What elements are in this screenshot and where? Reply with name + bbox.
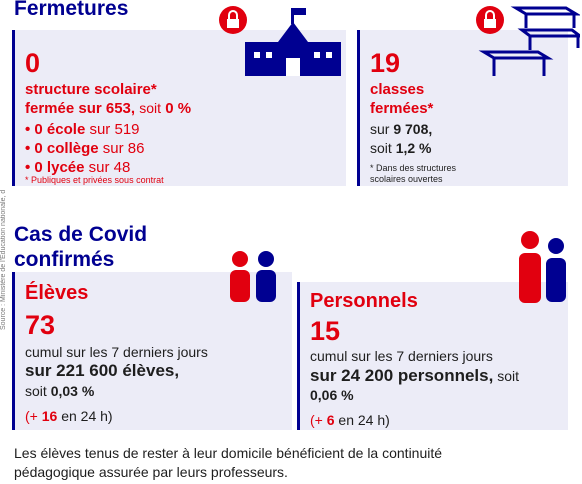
- text: soit: [370, 140, 392, 156]
- text: confirmés: [14, 248, 115, 271]
- text: sur 24 200 personnels,: [310, 366, 494, 385]
- line: (+ 6 en 24 h): [310, 411, 390, 430]
- school-icon: [219, 6, 341, 76]
- card: 19 classes fermées* sur 9 708, soit 1,2 %…: [357, 30, 568, 186]
- label: Élèves: [25, 282, 89, 304]
- text: • 0 collège: [25, 140, 99, 157]
- line: sur 24 200 personnels, soit: [310, 366, 519, 386]
- text: sur 48: [88, 159, 131, 176]
- section-title: Fermetures: [14, 0, 129, 20]
- value: 19: [370, 48, 401, 78]
- line: sur 9 708,: [370, 120, 432, 139]
- people-icon: [519, 231, 566, 303]
- text: fermée sur 653,: [25, 100, 136, 117]
- text: en 24 h): [61, 408, 113, 424]
- label: structure scolaire*: [25, 81, 157, 98]
- text: 1,2 %: [395, 140, 432, 156]
- people-icon: [230, 251, 276, 302]
- text: soit: [139, 100, 162, 116]
- text: 6: [326, 412, 335, 428]
- section-title: Cas de Covid confirmés: [14, 222, 147, 272]
- text: classes: [370, 81, 425, 98]
- line: soit 0,03 %: [25, 382, 94, 401]
- text: (+: [25, 408, 38, 424]
- line: fermée sur 653, soit 0 %: [25, 99, 191, 118]
- text: sur 86: [102, 140, 145, 157]
- text: 0,06 %: [310, 387, 354, 403]
- text: sur: [370, 121, 390, 137]
- text: cumul sur les 7 derniers jours: [25, 344, 208, 360]
- value: 0: [25, 48, 41, 78]
- label: classes fermées*: [370, 80, 433, 118]
- text: soit: [25, 383, 47, 399]
- bullets: • 0 école sur 519 • 0 collège sur 86 • 0…: [25, 120, 145, 177]
- text: 0,03 %: [50, 383, 95, 399]
- note: * Publiques et privées sous contrat: [25, 175, 164, 185]
- note: * Dans des structures scolaires ouvertes: [370, 163, 456, 185]
- line: soit 1,2 %: [370, 139, 432, 158]
- text: scolaires ouvertes: [370, 174, 443, 184]
- text: • 0 lycée: [25, 159, 85, 176]
- footer: Les élèves tenus de rester à leur domici…: [14, 444, 442, 482]
- text: (+: [310, 412, 323, 428]
- text: 9 708,: [393, 121, 433, 137]
- text: en 24 h): [338, 412, 390, 428]
- line: (+ 16 en 24 h): [25, 407, 113, 426]
- source: Source : Ministère de l'Éducation nation…: [0, 190, 7, 330]
- value: 15: [310, 316, 341, 346]
- value: 73: [25, 310, 56, 340]
- text: Les élèves tenus de rester à leur domici…: [14, 445, 443, 461]
- text: 0 %: [165, 100, 192, 117]
- text: sur 519: [89, 121, 140, 138]
- text: cumul sur les 7 derniers jours: [310, 348, 493, 364]
- text: fermées*: [370, 100, 434, 117]
- text: 16: [41, 408, 58, 424]
- card: Personnels 15 cumul sur les 7 derniers j…: [297, 282, 568, 430]
- text: • 0 école: [25, 121, 86, 138]
- label: Personnels: [310, 290, 418, 312]
- text: pédagogique assurée par leurs professeur…: [14, 464, 288, 480]
- tables-icon: [476, 6, 580, 76]
- text: * Dans des structures: [370, 163, 457, 173]
- text: soit: [497, 368, 520, 384]
- text: Cas de Covid: [14, 223, 148, 246]
- text: sur 221 600 élèves,: [25, 361, 180, 380]
